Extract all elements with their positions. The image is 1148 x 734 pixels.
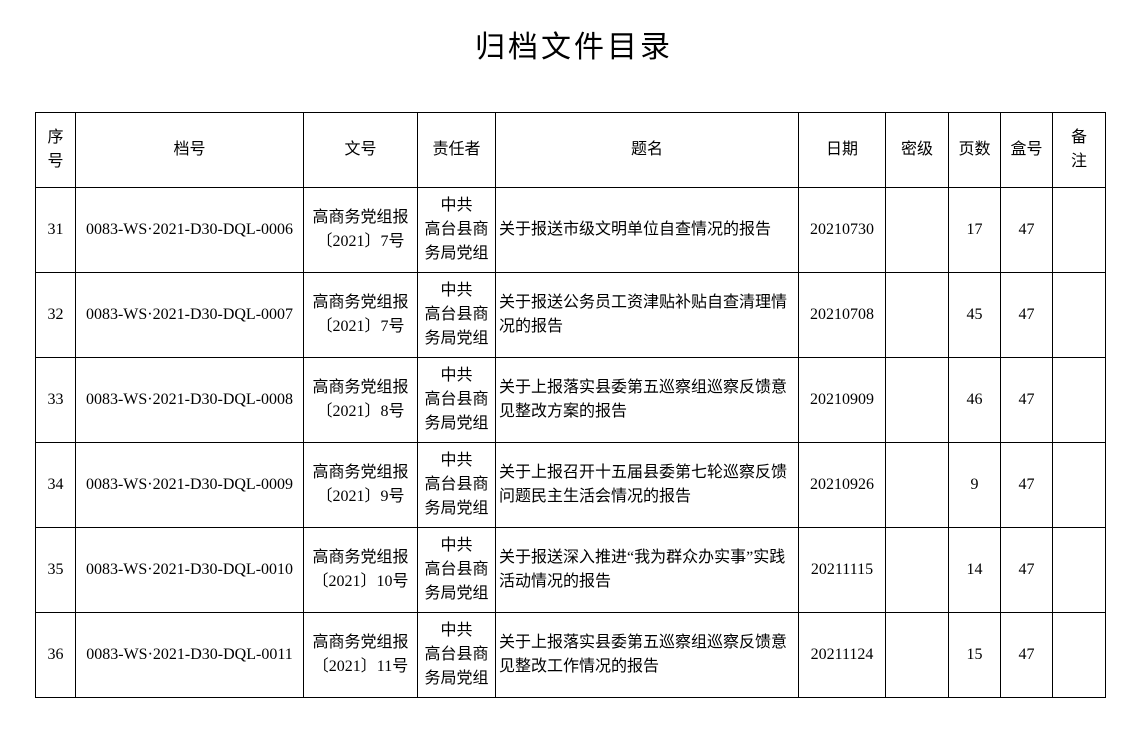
archive-table: 序 号档号 文号 责任者 题名 日期 密级 页数 盒号备 注 31 0083-WS·2021-D… (35, 112, 1106, 698)
cell-note (1052, 612, 1106, 698)
cell-doc_no: 高商务党组报〔2021〕11号 (303, 612, 418, 698)
cell-doc_no: 高商务党组报〔2021〕9号 (303, 442, 418, 528)
cell-security (885, 612, 949, 698)
column-header-date: 日期 (798, 112, 886, 188)
cell-file_no: 0083-WS·2021-D30-DQL-0011 (75, 612, 304, 698)
cell-responsible: 中共 高台县商务局党组 (417, 357, 496, 443)
cell-box: 47 (1000, 272, 1053, 358)
cell-seq: 36 (35, 612, 76, 698)
cell-title: 关于报送市级文明单位自查情况的报告 (495, 187, 799, 273)
cell-date: 20211124 (798, 612, 886, 698)
cell-file_no: 0083-WS·2021-D30-DQL-0006 (75, 187, 304, 273)
cell-responsible: 中共 高台县商务局党组 (417, 442, 496, 528)
cell-note (1052, 442, 1106, 528)
cell-title: 关于上报落实县委第五巡察组巡察反馈意见整改工作情况的报告 (495, 612, 799, 698)
cell-responsible: 中共 高台县商务局党组 (417, 612, 496, 698)
cell-doc_no: 高商务党组报〔2021〕7号 (303, 187, 418, 273)
cell-security (885, 187, 949, 273)
cell-security (885, 527, 949, 613)
cell-date: 20210909 (798, 357, 886, 443)
cell-pages: 45 (948, 272, 1001, 358)
cell-title: 关于上报落实县委第五巡察组巡察反馈意见整改方案的报告 (495, 357, 799, 443)
cell-box: 47 (1000, 187, 1053, 273)
table-row: 34 0083-WS·2021-D30-DQL-0009 高商务党组报〔2021〕9… (35, 442, 1106, 528)
cell-box: 47 (1000, 442, 1053, 528)
cell-title: 关于上报召开十五届县委第七轮巡察反馈问题民主生活会情况的报告 (495, 442, 799, 528)
cell-file_no: 0083-WS·2021-D30-DQL-0007 (75, 272, 304, 358)
cell-note (1052, 187, 1106, 273)
cell-responsible: 中共 高台县商务局党组 (417, 187, 496, 273)
cell-seq: 33 (35, 357, 76, 443)
document-title: 归档文件目录 (475, 31, 673, 64)
column-header-box: 盒号 (1000, 112, 1053, 188)
column-header-security: 密级 (885, 112, 949, 188)
column-header-pages: 页数 (948, 112, 1001, 188)
table-row: 32 0083-WS·2021-D30-DQL-0007 高商务党组报〔2021〕7… (35, 272, 1106, 358)
cell-pages: 14 (948, 527, 1001, 613)
cell-security (885, 357, 949, 443)
cell-box: 47 (1000, 357, 1053, 443)
cell-seq: 35 (35, 527, 76, 613)
table-body: 31 0083-WS·2021-D30-DQL-0006 高商务党组报〔2021〕7… (35, 187, 1106, 698)
cell-security (885, 272, 949, 358)
cell-pages: 9 (948, 442, 1001, 528)
cell-note (1052, 527, 1106, 613)
cell-box: 47 (1000, 612, 1053, 698)
table-row: 36 0083-WS·2021-D30-DQL-0011 高商务党组报〔2021〕1… (35, 612, 1106, 698)
cell-file_no: 0083-WS·2021-D30-DQL-0008 (75, 357, 304, 443)
cell-file_no: 0083-WS·2021-D30-DQL-0009 (75, 442, 304, 528)
table-row: 35 0083-WS·2021-D30-DQL-0010 高商务党组报〔2021〕1… (35, 527, 1106, 613)
cell-pages: 17 (948, 187, 1001, 273)
cell-responsible: 中共 高台县商务局党组 (417, 527, 496, 613)
cell-pages: 46 (948, 357, 1001, 443)
column-header-responsible: 责任者 (417, 112, 496, 188)
cell-security (885, 442, 949, 528)
cell-seq: 32 (35, 272, 76, 358)
column-header-seq: 序 号 (35, 112, 76, 188)
cell-date: 20210708 (798, 272, 886, 358)
cell-file_no: 0083-WS·2021-D30-DQL-0010 (75, 527, 304, 613)
cell-responsible: 中共 高台县商务局党组 (417, 272, 496, 358)
cell-pages: 15 (948, 612, 1001, 698)
cell-note (1052, 357, 1106, 443)
cell-seq: 34 (35, 442, 76, 528)
cell-doc_no: 高商务党组报〔2021〕7号 (303, 272, 418, 358)
column-header-doc_no: 文号 (303, 112, 418, 188)
cell-doc_no: 高商务党组报〔2021〕10号 (303, 527, 418, 613)
cell-title: 关于报送深入推进“我为群众办实事”实践活动情况的报告 (495, 527, 799, 613)
cell-title: 关于报送公务员工资津贴补贴自查清理情况的报告 (495, 272, 799, 358)
cell-date: 20210730 (798, 187, 886, 273)
cell-note (1052, 272, 1106, 358)
cell-doc_no: 高商务党组报〔2021〕8号 (303, 357, 418, 443)
column-header-title: 题名 (495, 112, 799, 188)
column-header-note: 备 注 (1052, 112, 1106, 188)
cell-date: 20211115 (798, 527, 886, 613)
cell-box: 47 (1000, 527, 1053, 613)
cell-seq: 31 (35, 187, 76, 273)
table-header-row: 序 号档号 文号 责任者 题名 日期 密级 页数 盒号备 注 (35, 112, 1106, 188)
column-header-file_no: 档号 (75, 112, 304, 188)
cell-date: 20210926 (798, 442, 886, 528)
table-row: 31 0083-WS·2021-D30-DQL-0006 高商务党组报〔2021〕7… (35, 187, 1106, 273)
table-row: 33 0083-WS·2021-D30-DQL-0008 高商务党组报〔2021〕8… (35, 357, 1106, 443)
